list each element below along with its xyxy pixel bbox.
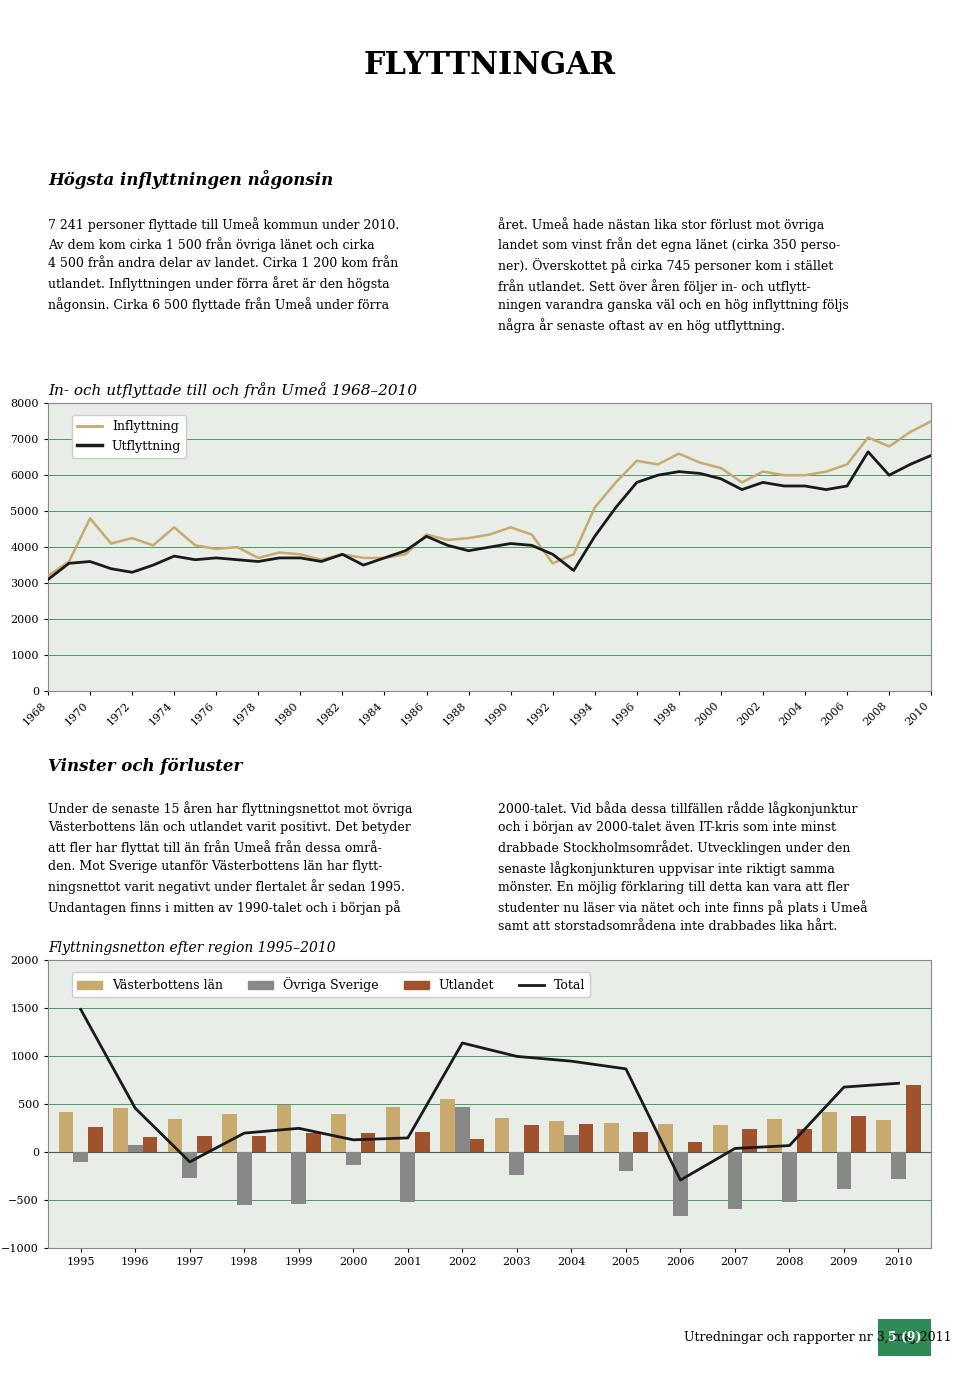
Bar [441,1098,455,1152]
Bar [876,1120,891,1152]
Text: året. Umeå hade nästan lika stor förlust mot övriga
landet som vinst från det eg: året. Umeå hade nästan lika stor förlust… [498,217,850,333]
FancyBboxPatch shape [878,1320,931,1356]
Bar [331,1115,346,1152]
Text: 5 (9): 5 (9) [888,1331,922,1344]
Bar [659,1124,673,1152]
Total [457,1034,468,1051]
Bar [797,1130,811,1152]
Bar [197,1137,212,1152]
Text: In- och utflyttade till och från Umeå 1968–2010: In- och utflyttade till och från Umeå 19… [48,382,418,398]
Bar [510,1152,524,1176]
Bar [306,1133,321,1152]
Bar [687,1142,703,1152]
Bar [386,1108,400,1152]
Total [402,1130,414,1146]
Bar [346,1152,361,1165]
Bar [728,1152,742,1209]
Total [620,1060,632,1077]
Total [348,1131,359,1148]
Total [511,1048,522,1065]
Bar [604,1123,618,1152]
Bar [564,1135,579,1152]
Text: Flyttningsnetton efter region 1995–2010: Flyttningsnetton efter region 1995–2010 [48,941,336,955]
Bar [906,1085,921,1152]
Total [130,1099,141,1116]
Bar [469,1140,485,1152]
Text: Högsta inflyttningen någonsin: Högsta inflyttningen någonsin [48,171,333,189]
Total [838,1078,850,1095]
Total [238,1124,250,1141]
Bar [618,1152,634,1171]
Bar [415,1133,430,1152]
Legend: Inflyttning, Utflyttning: Inflyttning, Utflyttning [72,415,186,458]
Bar [182,1152,197,1178]
Bar [742,1130,757,1152]
Line: Total: Total [81,1009,899,1180]
Total [75,1001,86,1017]
Legend: Västerbottens län, Övriga Sverige, Utlandet, Total: Västerbottens län, Övriga Sverige, Utlan… [72,973,590,998]
Total [184,1153,196,1170]
Total [565,1053,577,1070]
Bar [73,1152,88,1162]
Bar [113,1108,128,1152]
Bar [400,1152,415,1202]
Total [293,1120,304,1137]
Bar [88,1127,103,1152]
Bar [292,1152,306,1203]
Bar [455,1108,469,1152]
Bar [782,1152,797,1202]
Bar [673,1152,687,1216]
Text: Under de senaste 15 åren har flyttningsnettot mot övriga
Västerbottens län och u: Under de senaste 15 åren har flyttningsn… [48,801,413,915]
Bar [128,1145,143,1152]
Bar [222,1115,237,1152]
Text: Vinster och förluster: Vinster och förluster [48,758,242,775]
Bar [634,1131,648,1152]
Bar [237,1152,252,1205]
Bar [143,1137,157,1152]
Bar [524,1126,539,1152]
Bar [836,1152,852,1188]
Total [783,1137,795,1153]
Text: FLYTTNINGAR: FLYTTNINGAR [364,50,615,82]
Bar [252,1135,266,1152]
Total [730,1140,741,1156]
Bar [549,1120,564,1152]
Bar [822,1112,836,1152]
Bar [579,1124,593,1152]
Bar [852,1116,866,1152]
Total [893,1074,904,1091]
Text: 2000-talet. Vid båda dessa tillfällen rådde lågkonjunktur
och i början av 2000-t: 2000-talet. Vid båda dessa tillfällen rå… [498,801,868,933]
Bar [891,1152,906,1180]
Bar [361,1133,375,1152]
Bar [767,1119,782,1152]
Bar [59,1112,73,1152]
Bar [713,1126,728,1152]
Bar [276,1105,292,1152]
Bar [494,1117,510,1152]
Text: 7 241 personer flyttade till Umeå kommun under 2010.
Av dem kom cirka 1 500 från: 7 241 personer flyttade till Umeå kommun… [48,217,399,312]
Total [675,1171,686,1188]
Bar [168,1119,182,1152]
Text: Utredningar och rapporter nr 3, maj 2011: Utredningar och rapporter nr 3, maj 2011 [684,1331,951,1344]
